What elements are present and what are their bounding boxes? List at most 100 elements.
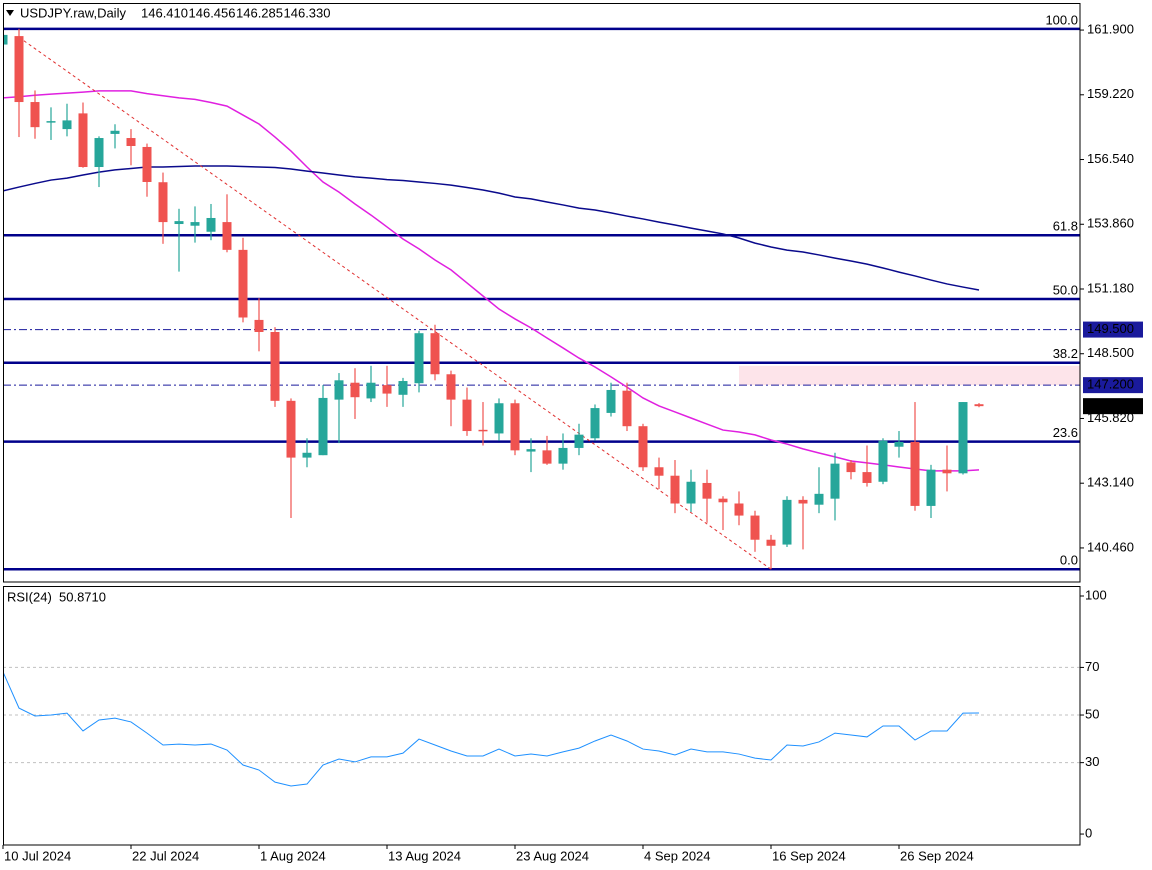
candle-body bbox=[190, 222, 200, 226]
x-tick-label: 26 Sep 2024 bbox=[900, 848, 974, 863]
candle-body bbox=[3, 34, 8, 45]
candle-body bbox=[846, 462, 856, 473]
candle-body bbox=[670, 475, 680, 504]
candle-body bbox=[270, 331, 280, 401]
candle-body bbox=[238, 249, 248, 318]
candle-body bbox=[590, 408, 600, 439]
candle-body bbox=[334, 380, 344, 400]
candle-body bbox=[830, 463, 840, 499]
candle-body bbox=[974, 404, 984, 407]
x-tick-label: 16 Sep 2024 bbox=[772, 848, 846, 863]
candle-body bbox=[382, 385, 392, 394]
price-line-label: 149.500 bbox=[1087, 321, 1134, 336]
fib-label: 0.0 bbox=[1060, 553, 1078, 568]
price-line-label: 147.200 bbox=[1087, 377, 1134, 392]
header-ohlc: 146.410 bbox=[141, 5, 188, 20]
candle-body bbox=[254, 319, 264, 332]
candle-body bbox=[126, 138, 136, 146]
candle-body bbox=[910, 441, 920, 506]
y-tick-label: 151.180 bbox=[1087, 280, 1134, 295]
candle-body bbox=[350, 382, 360, 398]
candle-body bbox=[430, 333, 440, 375]
candle-body bbox=[286, 400, 296, 458]
candle-body bbox=[206, 217, 216, 232]
candle-body bbox=[734, 503, 744, 516]
fib-label: 100.0 bbox=[1045, 12, 1078, 27]
x-tick-label: 13 Aug 2024 bbox=[388, 848, 461, 863]
y-tick-label: 143.140 bbox=[1087, 475, 1134, 490]
price-panel bbox=[3, 27, 1080, 571]
price-frame bbox=[3, 3, 1081, 583]
moving-average bbox=[3, 165, 980, 291]
menu-arrow[interactable] bbox=[6, 10, 14, 16]
candle-body bbox=[78, 113, 88, 168]
candle-body bbox=[638, 426, 648, 468]
header-ohlc: 146.456 bbox=[189, 5, 236, 20]
x-tick-label: 22 Jul 2024 bbox=[132, 848, 199, 863]
candle-body bbox=[366, 382, 376, 399]
last-price-label: 146.330 bbox=[1087, 398, 1134, 413]
candle-body bbox=[398, 381, 408, 395]
candle-body bbox=[686, 481, 696, 504]
candle-body bbox=[174, 221, 184, 225]
candle-body bbox=[606, 389, 616, 413]
candle-body bbox=[30, 102, 40, 128]
y-tick-label: 161.900 bbox=[1087, 21, 1134, 36]
candle-body bbox=[814, 493, 824, 505]
y-tick-label: 153.860 bbox=[1087, 216, 1134, 231]
candle-body bbox=[750, 515, 760, 540]
candle-body bbox=[462, 399, 472, 432]
candle-body bbox=[302, 452, 312, 458]
labels: 146.410 146.456 146.285 146.330161.900159.2… bbox=[2, 5, 1143, 863]
candle-body bbox=[718, 498, 728, 503]
candle-body bbox=[526, 449, 536, 452]
candle-body bbox=[494, 403, 504, 434]
y-tick-label: 0 bbox=[1085, 825, 1092, 840]
y-tick-label: 100 bbox=[1085, 587, 1107, 602]
fib-label: 61.8 bbox=[1053, 219, 1078, 234]
candle-body bbox=[542, 450, 552, 464]
candle-body bbox=[574, 434, 584, 448]
candle-body bbox=[142, 146, 152, 182]
candle-body bbox=[894, 441, 904, 447]
y-tick-label: 30 bbox=[1085, 754, 1099, 769]
y-tick-label: 50 bbox=[1085, 706, 1099, 721]
moving-average bbox=[3, 90, 980, 472]
candle-body bbox=[782, 499, 792, 545]
symbol-title: USDJPY.raw,Daily bbox=[20, 5, 126, 20]
rsi-line bbox=[3, 671, 980, 787]
candle-body bbox=[14, 36, 24, 103]
candle-body bbox=[414, 333, 424, 384]
fib-label: 38.2 bbox=[1053, 346, 1078, 361]
candle-body bbox=[510, 403, 520, 451]
price-line-box bbox=[1083, 377, 1143, 394]
candle-body bbox=[446, 374, 456, 400]
candle-body bbox=[958, 402, 968, 474]
y-tick-label: 156.540 bbox=[1087, 151, 1134, 166]
candle-body bbox=[878, 440, 888, 482]
candle-body bbox=[558, 447, 568, 464]
header-ohlc: 146.330 bbox=[284, 5, 331, 20]
candle-body bbox=[942, 469, 952, 474]
x-tick-label: 4 Sep 2024 bbox=[644, 848, 711, 863]
fib-label: 23.6 bbox=[1053, 425, 1078, 440]
candle-body bbox=[654, 467, 664, 476]
candle-body bbox=[926, 469, 936, 506]
y-tick-label: 148.500 bbox=[1087, 345, 1134, 360]
header-ohlc: 146.285 bbox=[236, 5, 283, 20]
candle-body bbox=[62, 120, 72, 130]
rsi-panel bbox=[3, 666, 1080, 787]
rsi-frame bbox=[3, 586, 1081, 846]
rsi-title: RSI(24) bbox=[7, 589, 52, 604]
candle-body bbox=[94, 138, 104, 168]
y-tick-label: 159.220 bbox=[1087, 86, 1134, 101]
x-tick-label: 23 Aug 2024 bbox=[516, 848, 589, 863]
zone bbox=[739, 365, 1080, 386]
x-tick-label: 10 Jul 2024 bbox=[4, 848, 71, 863]
candle-body bbox=[702, 482, 712, 499]
candle-body bbox=[862, 472, 872, 483]
candle-body bbox=[622, 390, 632, 427]
candle-body bbox=[46, 121, 56, 123]
last-price-box bbox=[1083, 398, 1143, 415]
